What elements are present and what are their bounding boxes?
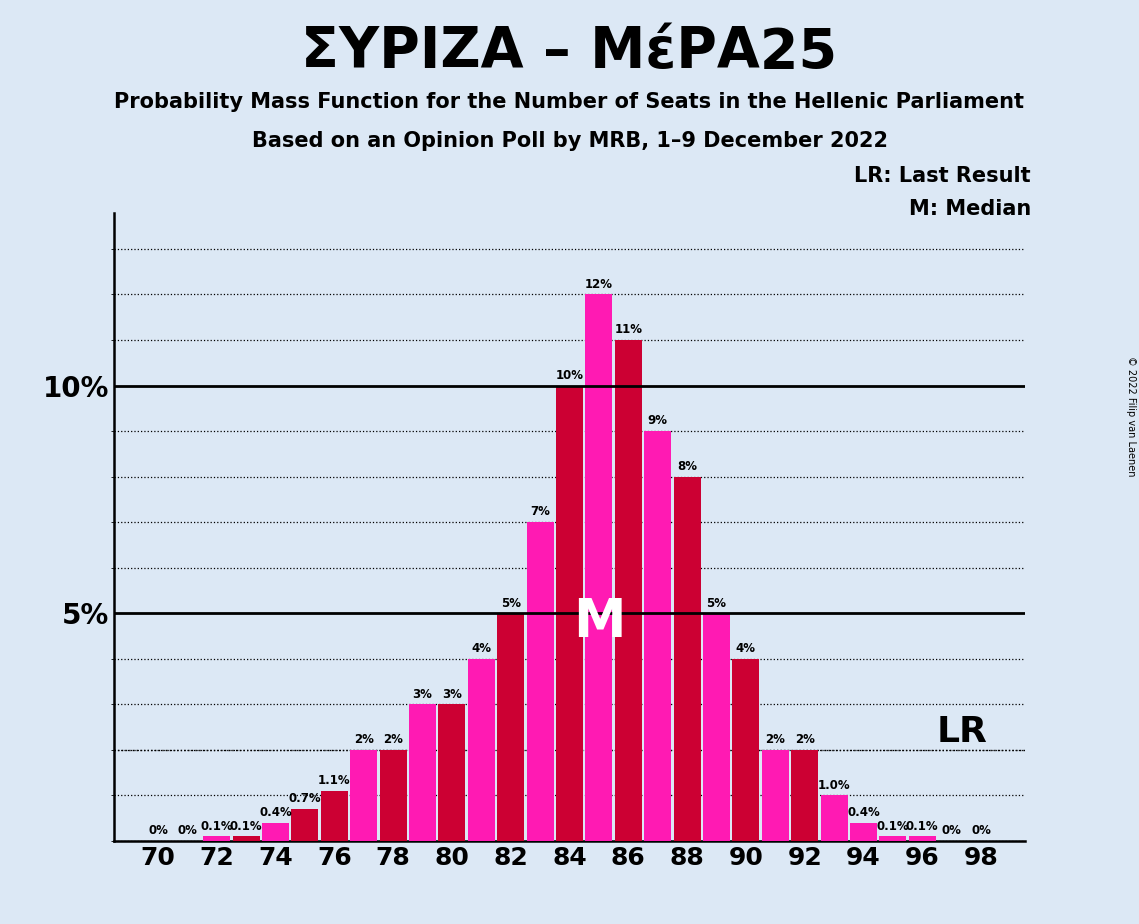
Text: 3%: 3% (412, 687, 433, 700)
Bar (321, 791, 347, 841)
Bar (350, 749, 377, 841)
Text: 5%: 5% (706, 597, 727, 610)
Bar (262, 822, 289, 841)
Bar (703, 614, 730, 841)
Bar (820, 796, 847, 841)
Bar (585, 295, 613, 841)
Bar (615, 340, 641, 841)
Bar (850, 822, 877, 841)
Text: Based on an Opinion Poll by MRB, 1–9 December 2022: Based on an Opinion Poll by MRB, 1–9 Dec… (252, 131, 887, 152)
Text: 1.0%: 1.0% (818, 779, 851, 792)
Text: 4%: 4% (472, 642, 491, 655)
Text: M: Median: M: Median (909, 199, 1031, 219)
Bar (673, 477, 700, 841)
Text: 0.1%: 0.1% (906, 820, 939, 833)
Bar (732, 659, 760, 841)
Text: 10%: 10% (556, 369, 583, 382)
Text: 8%: 8% (677, 460, 697, 473)
Text: 5%: 5% (501, 597, 521, 610)
Bar (498, 614, 524, 841)
Text: 0%: 0% (942, 824, 961, 837)
Text: 2%: 2% (765, 733, 785, 747)
Bar (468, 659, 494, 841)
Bar (879, 836, 907, 841)
Text: 12%: 12% (585, 278, 613, 291)
Text: LR: LR (937, 714, 988, 748)
Text: ΣΥΡΙΖΑ – ΜέΡΑ25: ΣΥΡΙΖΑ – ΜέΡΑ25 (302, 26, 837, 79)
Bar (909, 836, 936, 841)
Bar (792, 749, 818, 841)
Text: M: M (573, 596, 625, 649)
Bar (292, 809, 319, 841)
Text: 9%: 9% (648, 415, 667, 428)
Bar (409, 704, 436, 841)
Text: 0.4%: 0.4% (260, 806, 292, 819)
Text: 1.1%: 1.1% (318, 774, 351, 787)
Text: 0.4%: 0.4% (847, 806, 879, 819)
Text: 0%: 0% (972, 824, 991, 837)
Bar (762, 749, 789, 841)
Text: 2%: 2% (383, 733, 403, 747)
Text: 2%: 2% (795, 733, 814, 747)
Bar (556, 385, 583, 841)
Text: 0.1%: 0.1% (877, 820, 909, 833)
Text: © 2022 Filip van Laenen: © 2022 Filip van Laenen (1126, 356, 1136, 476)
Text: 0.1%: 0.1% (230, 820, 262, 833)
Bar (645, 432, 671, 841)
Text: 0.7%: 0.7% (288, 792, 321, 806)
Bar (526, 522, 554, 841)
Text: 2%: 2% (354, 733, 374, 747)
Bar (232, 836, 260, 841)
Text: Probability Mass Function for the Number of Seats in the Hellenic Parliament: Probability Mass Function for the Number… (115, 92, 1024, 113)
Text: 0%: 0% (178, 824, 197, 837)
Bar (203, 836, 230, 841)
Bar (439, 704, 466, 841)
Text: 3%: 3% (442, 687, 461, 700)
Text: 0.1%: 0.1% (200, 820, 233, 833)
Text: 4%: 4% (736, 642, 756, 655)
Bar (379, 749, 407, 841)
Text: LR: Last Result: LR: Last Result (854, 166, 1031, 187)
Text: 0%: 0% (148, 824, 167, 837)
Text: 7%: 7% (530, 505, 550, 518)
Text: 11%: 11% (614, 323, 642, 336)
